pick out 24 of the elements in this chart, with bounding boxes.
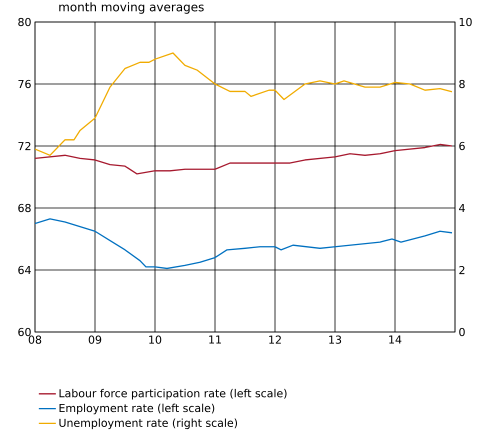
- y2-tick-label: 10: [460, 18, 472, 26]
- y2-tick-label: 4: [459, 204, 465, 212]
- x-tick-label: 11: [209, 336, 221, 344]
- line-series: [35, 52, 453, 156]
- y2-tick-label: 6: [459, 142, 465, 150]
- legend-label: Labour force participation rate (left scale): [60, 388, 287, 400]
- chart-title: month moving averages: [59, 2, 204, 14]
- y2-tick-label: 0: [459, 328, 465, 336]
- x-tick-label: 14: [389, 336, 402, 344]
- y2-tick-label: 2: [459, 266, 464, 274]
- y-tick-label: 80: [18, 18, 31, 26]
- legend-label: Unemployment rate (right scale): [59, 418, 238, 430]
- y-tick-label: 64: [18, 266, 31, 274]
- y-tick-label: 68: [18, 204, 31, 212]
- y-tick-label: 60: [18, 328, 31, 336]
- x-tick-label: 08: [28, 336, 42, 344]
- legend-label: Employment rate (left scale): [60, 404, 214, 414]
- x-tick-label: 12: [269, 336, 281, 344]
- y2-tick-label: 8: [459, 80, 465, 88]
- y-tick-label: 76: [18, 80, 31, 88]
- x-tick-label: 13: [329, 336, 342, 344]
- y-tick-label: 72: [18, 142, 30, 150]
- x-tick-label: 10: [149, 336, 162, 344]
- x-tick-label: 09: [88, 336, 102, 344]
